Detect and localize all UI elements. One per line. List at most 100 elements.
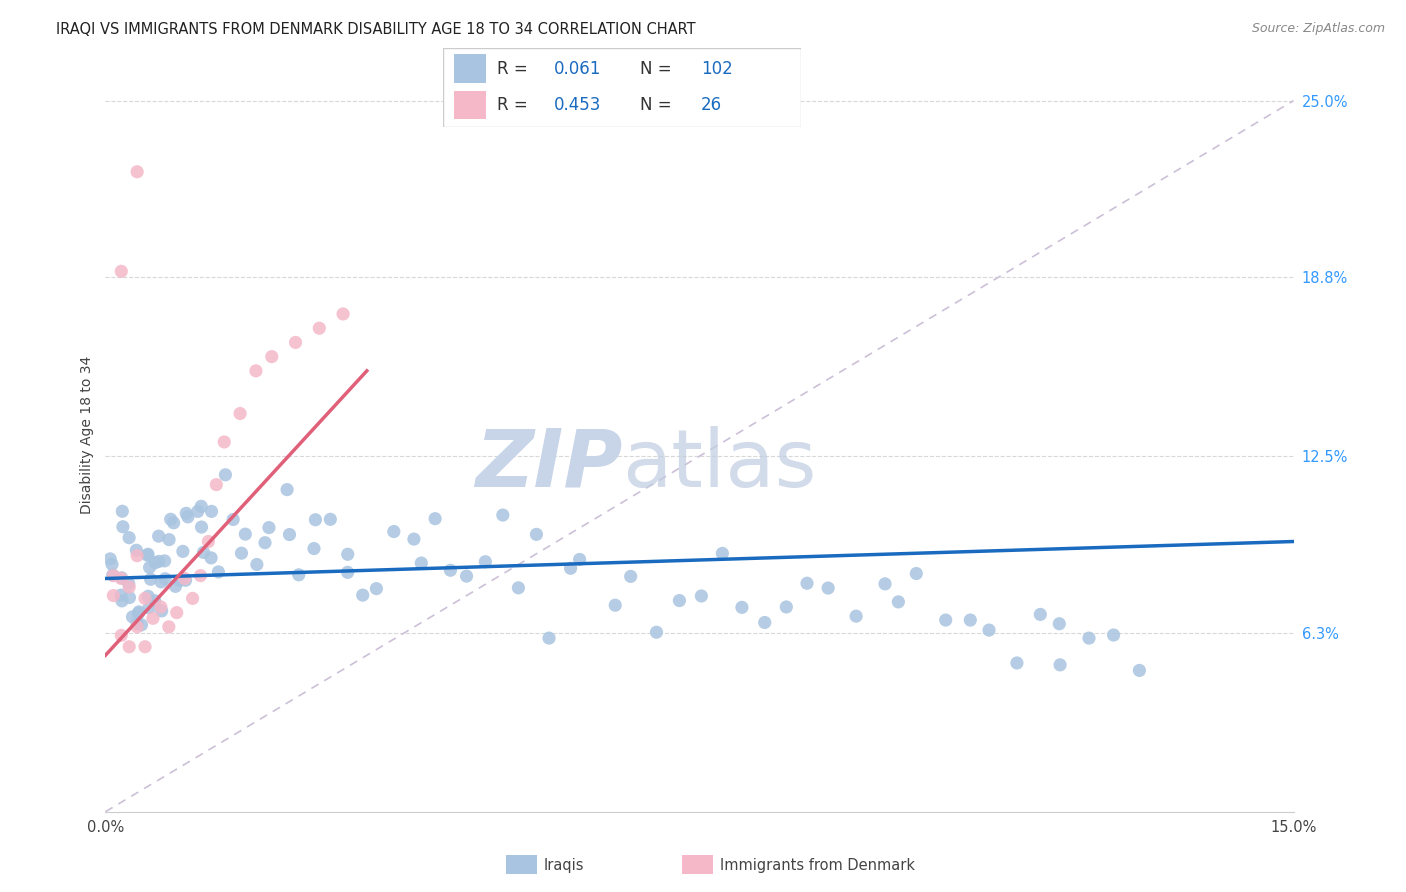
Point <box>110 628 132 642</box>
Point <box>110 572 132 586</box>
Point <box>125 616 148 631</box>
Point <box>308 321 330 335</box>
Point <box>125 543 148 558</box>
Point <box>276 483 298 497</box>
Point <box>605 598 627 612</box>
Point <box>136 547 159 561</box>
Point <box>1102 628 1125 642</box>
Point <box>142 611 165 625</box>
Point <box>174 574 197 588</box>
Point <box>110 588 132 602</box>
Text: Source: ZipAtlas.com: Source: ZipAtlas.com <box>1251 22 1385 36</box>
Point <box>887 595 910 609</box>
Point <box>411 556 433 570</box>
Point <box>754 615 776 630</box>
Point <box>284 335 307 350</box>
Point <box>231 546 253 560</box>
Point <box>118 591 141 605</box>
Point <box>817 581 839 595</box>
Point <box>1049 657 1071 672</box>
Point <box>508 581 530 595</box>
Point <box>127 549 149 563</box>
Point <box>143 556 166 570</box>
Point <box>101 558 124 572</box>
Point <box>150 604 173 618</box>
Point <box>190 520 212 534</box>
Point <box>959 613 981 627</box>
Text: 102: 102 <box>702 60 733 78</box>
Point <box>166 606 188 620</box>
Point <box>187 504 209 518</box>
Text: N =: N = <box>640 60 676 78</box>
Point <box>304 513 326 527</box>
Point <box>668 593 690 607</box>
Text: IRAQI VS IMMIGRANTS FROM DENMARK DISABILITY AGE 18 TO 34 CORRELATION CHART: IRAQI VS IMMIGRANTS FROM DENMARK DISABIL… <box>56 22 696 37</box>
Point <box>143 593 166 607</box>
Point <box>336 547 359 561</box>
Point <box>711 546 734 560</box>
Point <box>366 582 388 596</box>
Point <box>287 567 309 582</box>
Point <box>560 561 582 575</box>
Text: 0.061: 0.061 <box>554 60 602 78</box>
Point <box>233 527 256 541</box>
Point <box>103 589 125 603</box>
Point <box>796 576 818 591</box>
Point <box>148 554 170 568</box>
Point <box>456 569 478 583</box>
Point <box>181 591 204 606</box>
Point <box>103 568 125 582</box>
Point <box>118 640 141 654</box>
Point <box>1047 616 1070 631</box>
Point <box>111 504 134 518</box>
Bar <box>454 91 486 119</box>
Point <box>336 566 359 580</box>
Text: Immigrants from Denmark: Immigrants from Denmark <box>720 858 915 872</box>
Point <box>845 609 868 624</box>
Point <box>200 504 222 518</box>
Point <box>136 590 159 604</box>
Point <box>253 535 276 549</box>
Point <box>207 565 229 579</box>
Point <box>1078 631 1101 645</box>
Point <box>111 594 134 608</box>
Point <box>690 589 713 603</box>
Text: Iraqis: Iraqis <box>544 858 585 872</box>
Point <box>731 600 754 615</box>
Point <box>775 599 797 614</box>
Point <box>526 527 548 541</box>
Point <box>977 623 1000 637</box>
Text: atlas: atlas <box>623 426 817 504</box>
Point <box>153 572 176 586</box>
Point <box>138 560 160 574</box>
Point <box>148 529 170 543</box>
Point <box>257 520 280 534</box>
Point <box>382 524 405 539</box>
Bar <box>454 54 486 83</box>
Point <box>439 563 461 577</box>
Point <box>1029 607 1052 622</box>
Point <box>193 545 215 559</box>
Point <box>138 601 160 615</box>
Point <box>423 511 446 525</box>
Point <box>149 599 172 614</box>
Text: R =: R = <box>496 60 533 78</box>
Text: 0.453: 0.453 <box>554 95 602 113</box>
Point <box>139 572 162 586</box>
Point <box>332 307 354 321</box>
Point <box>474 555 496 569</box>
Point <box>278 527 301 541</box>
Point <box>200 550 222 565</box>
Point <box>157 533 180 547</box>
Point <box>319 512 342 526</box>
Point <box>173 572 195 586</box>
Point <box>229 407 252 421</box>
Text: ZIP: ZIP <box>475 426 623 504</box>
Text: 26: 26 <box>702 95 723 113</box>
Point <box>935 613 957 627</box>
Point <box>246 558 269 572</box>
Point <box>492 508 515 522</box>
Point <box>98 552 121 566</box>
Point <box>118 580 141 594</box>
Point <box>197 534 219 549</box>
